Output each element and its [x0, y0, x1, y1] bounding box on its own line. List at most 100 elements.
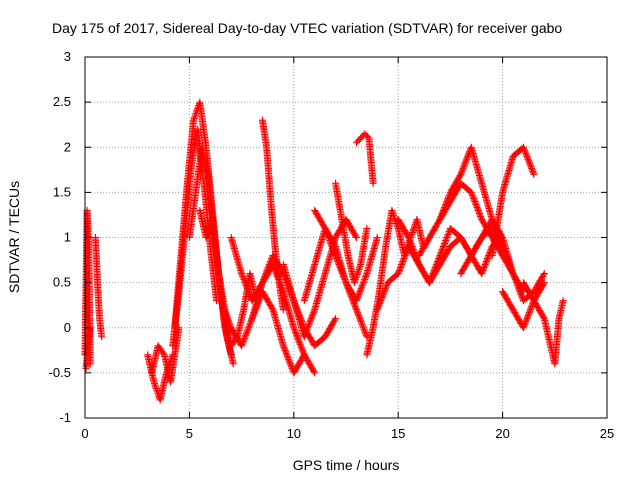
data-point-interp	[275, 276, 283, 284]
data-point-interp	[221, 309, 229, 317]
data-point-interp	[377, 295, 385, 303]
data-point	[311, 369, 319, 377]
data-point-interp	[438, 247, 446, 255]
data-point-interp	[335, 261, 343, 269]
data-point	[217, 297, 225, 305]
data-point-interp	[306, 318, 314, 326]
data-point-interp	[295, 337, 303, 345]
data-point-interp	[413, 256, 421, 264]
data-point-interp	[400, 255, 408, 263]
data-point-interp	[408, 241, 416, 249]
data-point-interp	[241, 279, 249, 287]
x-tick-label: 20	[495, 426, 509, 441]
data-point-interp	[359, 280, 367, 288]
data-point-interp	[358, 319, 366, 327]
data-point-interp	[477, 212, 485, 220]
data-point-interp	[340, 274, 348, 282]
data-point-interp	[351, 277, 359, 285]
data-point-interp	[284, 354, 292, 362]
data-point	[332, 252, 340, 260]
data-point-interp	[326, 237, 334, 245]
data-point-interp	[540, 271, 548, 279]
data-point-interp	[239, 273, 247, 281]
data-point-interp	[293, 333, 301, 341]
data-point-interp	[409, 227, 417, 235]
data-point-interp	[514, 283, 522, 291]
data-point-interp	[481, 261, 489, 269]
data-point-interp	[270, 264, 278, 272]
data-point-interp	[442, 237, 450, 245]
data-point-interp	[336, 264, 344, 272]
data-point-interp	[305, 319, 313, 327]
data-point-interp	[525, 310, 533, 318]
data-point-interp	[512, 277, 520, 285]
x-axis: 0 5 10 15 20 25	[81, 57, 614, 441]
data-point-interp	[355, 265, 363, 273]
y-tick-label: -1	[59, 410, 71, 425]
data-point-interp	[323, 230, 331, 238]
data-point-interp	[247, 318, 255, 326]
data-point-interp	[472, 200, 480, 208]
data-point	[229, 360, 237, 368]
y-axis-label: SDTVAR / TECUs	[6, 181, 22, 293]
data-point-interp	[191, 113, 199, 121]
data-point	[238, 270, 246, 278]
data-point-interp	[152, 384, 160, 392]
data-point-interp	[218, 300, 226, 308]
data-point	[363, 224, 371, 232]
data-point-interp	[246, 319, 254, 327]
data-point-interp	[296, 339, 304, 347]
data-point-interp	[482, 259, 490, 267]
data-point	[388, 206, 396, 214]
data-point-interp	[409, 244, 417, 252]
data-point-interp	[406, 237, 414, 245]
data-point-interp	[432, 262, 440, 270]
data-point-interp	[408, 229, 416, 237]
data-point	[530, 170, 538, 178]
data-point-interp	[331, 250, 339, 258]
data-point-interp	[304, 322, 312, 330]
data-point-interp	[239, 274, 247, 282]
data-point-interp	[271, 267, 279, 275]
data-point-interp	[438, 246, 446, 254]
data-point-interp	[427, 274, 435, 282]
data-point-interp	[433, 259, 441, 267]
data-point-interp	[402, 250, 410, 258]
data-point-interp	[383, 282, 391, 290]
data-point-interp	[337, 265, 345, 273]
data-point-interp	[525, 157, 533, 165]
data-point-interp	[354, 310, 362, 318]
data-point-interp	[282, 349, 290, 357]
data-point-interp	[242, 331, 250, 339]
data-point-interp	[522, 318, 530, 326]
data-point	[373, 306, 381, 314]
data-point-interp	[292, 330, 300, 338]
data-point-interp	[241, 277, 248, 285]
data-point-interp	[483, 256, 491, 264]
data-point-interp	[406, 238, 414, 246]
data-point-interp	[325, 235, 333, 243]
data-point-interp	[351, 303, 359, 311]
data-point-interp	[526, 307, 534, 315]
data-point-interp	[429, 270, 437, 278]
data-point-interp	[380, 288, 388, 296]
data-point	[350, 279, 358, 287]
y-tick-label: 2.5	[53, 94, 71, 109]
data-point	[559, 297, 567, 305]
data-point-interp	[293, 331, 301, 339]
data-point-interp	[287, 361, 295, 369]
data-point-interp	[376, 300, 384, 308]
data-point-interp	[398, 261, 406, 269]
data-point-interp	[476, 211, 484, 219]
data-point	[332, 315, 340, 323]
data-point-interp	[227, 322, 235, 330]
data-point-interp	[526, 161, 534, 169]
data-point	[478, 270, 486, 278]
data-point-interp	[244, 286, 252, 294]
data-point-interp	[299, 346, 306, 354]
data-point-interp	[377, 297, 385, 305]
data-point-interp	[431, 264, 439, 272]
x-tick-label: 15	[391, 426, 405, 441]
data-point-interp	[514, 282, 522, 290]
data-point-interp	[278, 283, 286, 291]
